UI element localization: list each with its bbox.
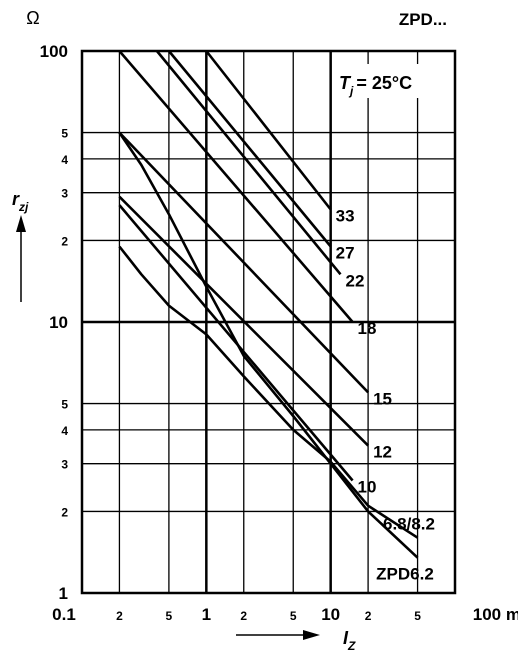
y-tick-label: 1 — [59, 584, 68, 603]
x-tick-label: 5 — [414, 609, 421, 623]
series-line-3 — [118, 50, 354, 323]
x-tick-label: 5 — [290, 609, 297, 623]
y-tick-label: 3 — [61, 187, 68, 201]
series-lines — [118, 50, 419, 559]
series-label-4: 15 — [373, 389, 392, 408]
y-tick-label: 4 — [61, 424, 68, 438]
series-label-5: 12 — [373, 443, 392, 462]
y-unit-label: Ω — [26, 8, 39, 28]
y-tick-label: 5 — [61, 127, 68, 141]
condition-box-bg — [336, 64, 448, 98]
series-label-7: 6.8/8.2 — [383, 515, 435, 534]
condition-label: Tj = 25°C — [339, 73, 412, 98]
series-labels: 33 27 22 18 15 12 10 6.8/8.2 ZPD6.2 — [336, 207, 435, 584]
series-label-6: 10 — [358, 478, 377, 497]
y-tick-label: 2 — [61, 234, 68, 248]
chart-title: ZPD... — [399, 10, 447, 29]
x-tick-label: 0.1 — [52, 605, 76, 624]
series-label-2: 22 — [346, 271, 365, 290]
series-line-8 — [118, 131, 419, 559]
series-line-4 — [118, 131, 370, 394]
x-tick-label: 2 — [116, 609, 123, 623]
x-tick-label: 2 — [240, 609, 247, 623]
series-label-0: 33 — [336, 207, 355, 226]
x-tick-label: 2 — [365, 609, 372, 623]
series-line-5 — [118, 195, 370, 447]
svg-text:IZ: IZ — [343, 628, 356, 653]
x-tick-label: 10 — [321, 605, 340, 624]
y-axis-label: rzj — [12, 189, 29, 302]
series-label-8: ZPD6.2 — [376, 565, 434, 584]
y-tick-label: 2 — [61, 505, 68, 519]
series-line-0 — [205, 50, 332, 211]
y-tick-label: 5 — [61, 398, 68, 412]
tick-labels: 0.1 1 10 100 mA 2 5 2 5 2 5 1 10 100 2 3 4 5 2 3 4 5 — [40, 42, 518, 624]
series-label-3: 18 — [358, 319, 377, 338]
x-tick-label: 1 — [202, 605, 211, 624]
series-line-2 — [155, 50, 342, 276]
y-tick-label: 3 — [61, 458, 68, 472]
y-tick-label: 100 — [40, 42, 68, 61]
x-tick-label: 5 — [166, 609, 173, 623]
x-axis-label: IZ — [236, 628, 356, 653]
x-tick-label: 100 mA — [473, 605, 518, 624]
series-line-7 — [118, 245, 419, 539]
series-label-1: 27 — [336, 243, 355, 262]
plot-frame — [80, 49, 457, 595]
y-tick-label: 10 — [49, 313, 68, 332]
series-line-1 — [167, 50, 332, 248]
y-tick-label: 4 — [61, 153, 68, 167]
svg-text:rzj: rzj — [12, 189, 29, 214]
